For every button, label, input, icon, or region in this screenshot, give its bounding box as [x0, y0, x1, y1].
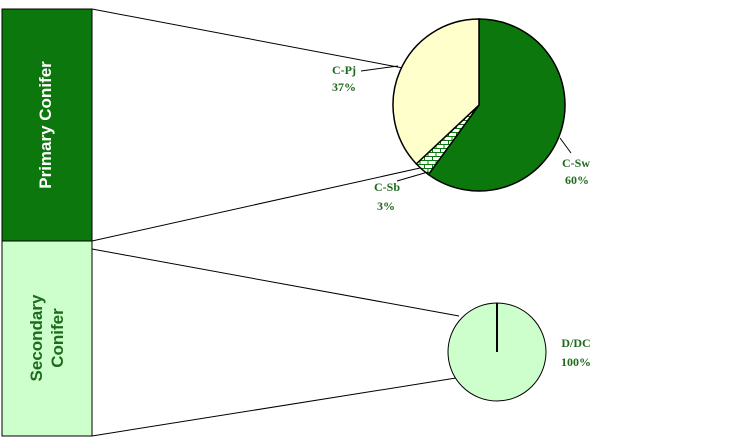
leader-c-sb: [396, 171, 429, 182]
leader-c-pj: [360, 65, 399, 72]
connector-secondary-top: [91, 248, 460, 317]
slice-pct-c-sw: 60%: [565, 173, 589, 187]
secondary-conifer-label-line1: Secondary: [27, 294, 46, 381]
slice-pct-d-dc: 100%: [561, 355, 591, 369]
slice-label-d-dc: D/DC: [561, 336, 590, 350]
slice-label-c-sb: C-Sb: [374, 180, 400, 194]
connector-primary-bottom: [91, 167, 421, 242]
connector-primary-top: [91, 8, 404, 69]
slice-pct-c-pj: 37%: [332, 80, 356, 94]
secondary-conifer-pie: [447, 302, 547, 402]
pie-slice-c-pj: [392, 18, 480, 165]
connector-secondary-bottom: [91, 377, 457, 437]
primary-conifer-pie: [392, 18, 566, 192]
slice-label-c-pj: C-Pj: [332, 63, 356, 77]
primary-conifer-label: Primary Conifer: [36, 61, 55, 189]
secondary-conifer-bar: [1, 240, 93, 437]
leader-c-sw: [559, 137, 572, 154]
primary-conifer-bar: [1, 8, 93, 242]
secondary-conifer-label-line2: Conifer: [48, 308, 67, 368]
slice-pct-c-sb: 3%: [377, 199, 395, 213]
pie-slice-c-sw: [427, 18, 566, 192]
slice-label-c-sw: C-Sw: [562, 156, 590, 170]
